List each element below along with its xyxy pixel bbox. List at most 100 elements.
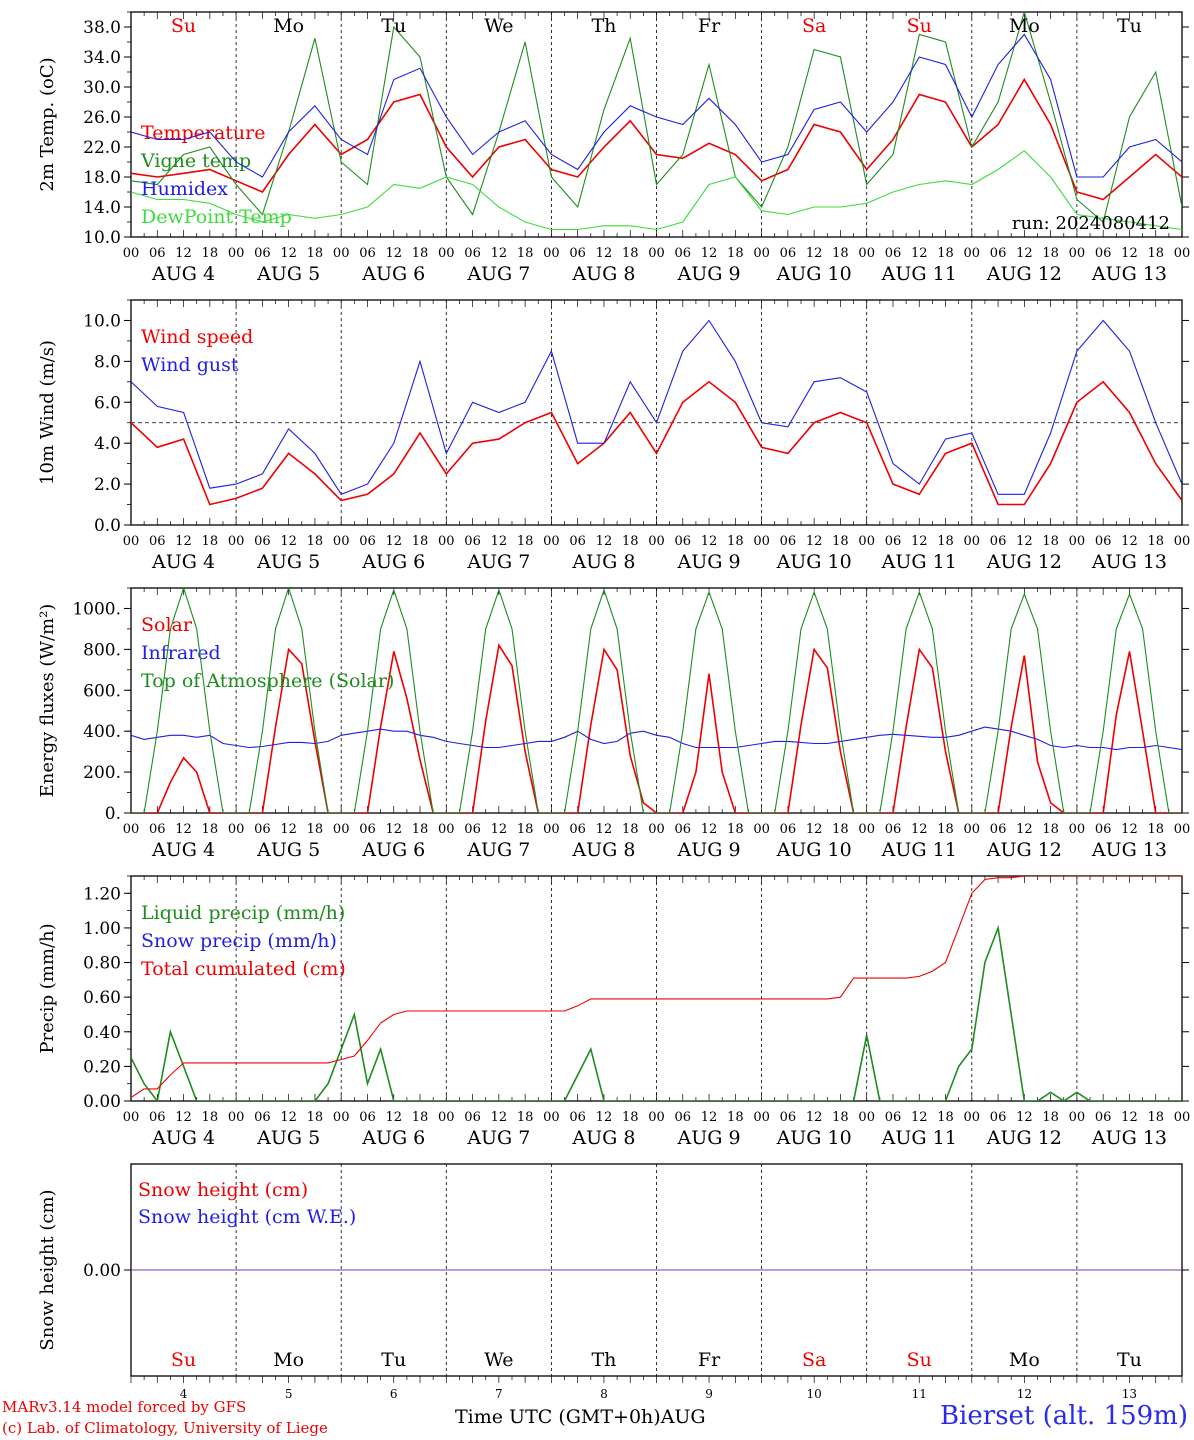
hour-tick-label: 18 [1147,246,1164,261]
hour-tick-label: 18 [1042,534,1059,549]
hour-tick-label: 06 [569,246,586,261]
hour-tick-label: 12 [806,246,823,261]
panel-frame [130,11,1183,238]
hour-tick-label: 12 [175,246,192,261]
hour-tick-label: 00 [123,822,140,837]
hour-tick-label: 18 [1042,822,1059,837]
y-tick-label: 200. [83,763,121,783]
date-label: AUG 4 [151,551,215,573]
hour-tick-label: 12 [911,534,928,549]
hour-tick-label: 00 [123,1110,140,1125]
panel-3: 0. 200. 400. 600. 800. 1000. Energy fluxes (W/… [37,587,1191,861]
hour-tick-label: 00 [1174,822,1191,837]
hour-tick-label: 06 [675,822,692,837]
hour-tick-label: 12 [385,246,402,261]
date-label: AUG 7 [466,263,530,285]
series-line-wind-gust [131,319,1182,495]
y-tick-label: 30.0 [83,78,121,98]
hour-tick-label: 00 [438,1110,455,1125]
date-label: AUG 8 [571,551,635,573]
weekday-label: Sa [802,1349,826,1371]
y-tick-label: 4.0 [94,434,121,454]
hour-tick-label: 06 [254,246,271,261]
hour-tick-label: 18 [202,534,219,549]
hour-tick-label: 18 [1042,1110,1059,1125]
date-label: AUG 9 [677,1127,741,1149]
hour-tick-label: 18 [307,534,324,549]
hour-tick-label: 00 [1174,534,1191,549]
date-label: AUG 13 [1091,263,1167,285]
date-label: AUG 6 [361,839,425,861]
model-credit: MARv3.14 model forced by GFS [2,1398,247,1416]
hour-tick-label: 00 [753,822,770,837]
panel-frame [130,587,1183,814]
legend-entry: Temperature [141,122,265,144]
hour-tick-label: 06 [359,822,376,837]
hour-tick-label: 12 [701,1110,718,1125]
series-line-solar [131,643,1182,813]
hour-tick-label: 12 [911,1110,928,1125]
panel-1: 10.0 14.0 18.0 22.0 26.0 30.0 34.0 38.0 2m Temp.… [37,11,1190,285]
hour-tick-label: 00 [964,246,981,261]
run-annotation: run: 2024080412 [1012,213,1170,234]
hour-tick-label: 06 [149,534,166,549]
y-tick-label: 0. [105,804,121,824]
hour-tick-label: 06 [780,822,797,837]
hour-tick-label: 18 [517,246,534,261]
hour-tick-label: 18 [202,246,219,261]
date-label: AUG 5 [256,839,320,861]
hour-tick-label: 18 [622,1110,639,1125]
y-axis-label: Precip (mm/h) [37,923,58,1053]
hour-tick-label: 18 [832,246,849,261]
series-line-dewpoint-temp [131,150,1182,231]
date-label: AUG 9 [677,551,741,573]
hour-tick-label: 12 [280,246,297,261]
hour-tick-label: 06 [464,1110,481,1125]
hour-tick-label: 12 [1121,822,1138,837]
hour-tick-label: 00 [438,534,455,549]
hour-tick-label: 00 [648,1110,665,1125]
weekday-label: Th [591,15,616,37]
hour-tick-label: 12 [491,1110,508,1125]
legend-entry: Infrared [141,642,221,664]
y-tick-label: 10.0 [83,228,121,248]
hour-tick-label: 06 [1095,822,1112,837]
hour-tick-label: 00 [333,534,350,549]
series-line-humidex [131,33,1182,178]
day-number-label: 12 [1017,1387,1032,1401]
hour-tick-label: 12 [1121,246,1138,261]
legend-entry: Liquid precip (mm/h) [141,902,345,924]
series-line-total-cumulated-cm- [131,876,1182,1098]
weekday-label: Tu [1117,1349,1142,1371]
hour-tick-label: 12 [385,534,402,549]
hour-tick-label: 12 [1016,1110,1033,1125]
hour-tick-label: 18 [937,1110,954,1125]
hour-tick-label: 06 [780,1110,797,1125]
hour-tick-label: 12 [806,1110,823,1125]
hour-tick-label: 00 [858,534,875,549]
hour-tick-label: 00 [438,822,455,837]
weekday-label: Mo [1009,1349,1040,1371]
weekday-label: Fr [698,1349,721,1371]
hour-tick-label: 06 [254,1110,271,1125]
weekday-label: Tu [381,1349,406,1371]
hour-tick-label: 18 [202,1110,219,1125]
hour-tick-label: 18 [1147,1110,1164,1125]
hour-tick-label: 06 [780,534,797,549]
hour-tick-label: 18 [412,246,429,261]
weekday-label: Tu [1117,15,1142,37]
hour-tick-label: 06 [675,534,692,549]
day-number-label: 11 [912,1387,927,1401]
hour-tick-label: 06 [149,1110,166,1125]
date-label: AUG 6 [361,263,425,285]
panel-4: 0.00 0.20 0.40 0.60 0.80 1.00 1.20 Precip (mm/h… [37,875,1190,1149]
y-tick-label: 22.0 [83,138,121,158]
y-tick-label: 0.00 [83,1092,121,1112]
y-tick-label: 0.60 [83,988,121,1008]
y-axis-label: Energy fluxes (W/m²) [37,604,58,798]
copyright-credit: (c) Lab. of Climatology, University of L… [2,1419,328,1437]
weekday-label: Su [171,1349,196,1371]
hour-tick-label: 18 [412,1110,429,1125]
hour-tick-label: 18 [937,822,954,837]
